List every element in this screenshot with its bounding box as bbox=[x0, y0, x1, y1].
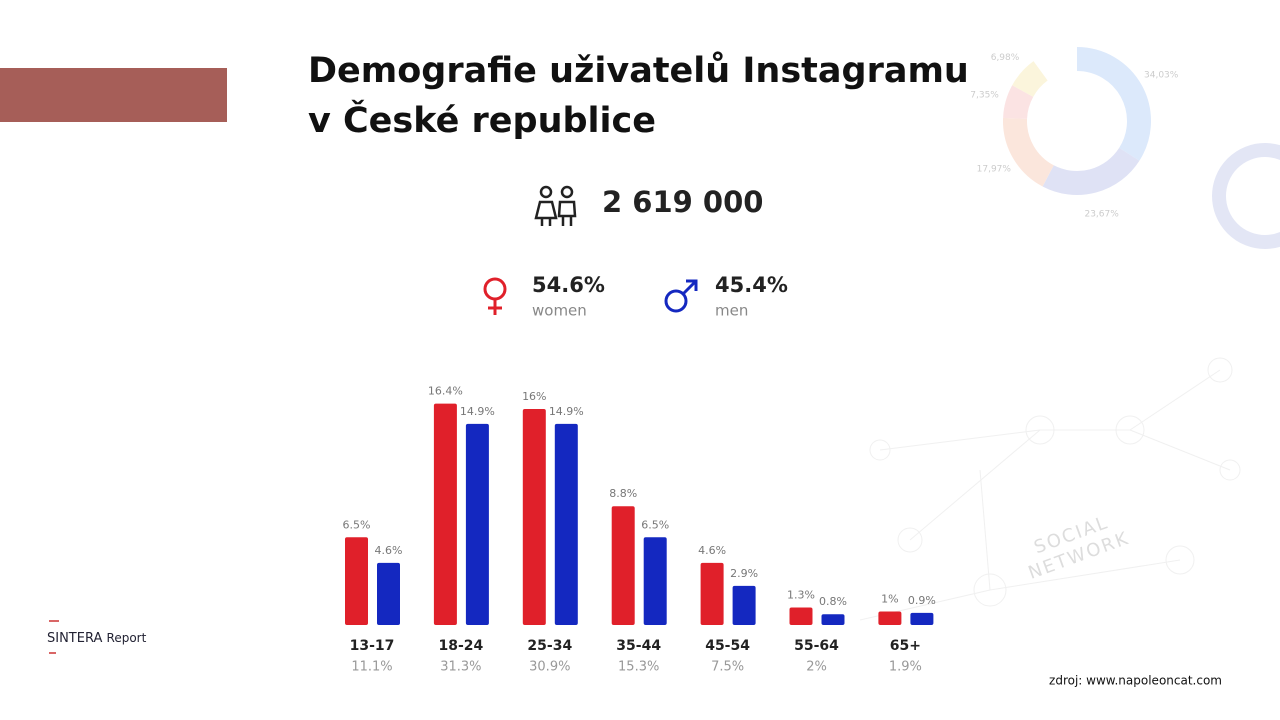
bar-value-label: 0.8% bbox=[819, 595, 847, 608]
bar bbox=[377, 562, 400, 625]
background-donut-label: 7,35% bbox=[970, 91, 999, 101]
bar bbox=[345, 537, 368, 625]
background-donut-slice bbox=[1076, 47, 1151, 161]
brand-suffix: Report bbox=[107, 631, 147, 645]
category-label: 65+ bbox=[890, 638, 921, 654]
bar-value-label: 1% bbox=[881, 593, 898, 606]
men-share: 45.4% bbox=[715, 273, 788, 297]
brand: SINTERA Report bbox=[47, 631, 147, 646]
category-share: 11.1% bbox=[351, 660, 392, 675]
bar-value-label: 6.5% bbox=[343, 518, 371, 531]
category-label: 35-44 bbox=[616, 638, 661, 654]
background-donut-label: 34,03% bbox=[1144, 70, 1179, 80]
accent-bar bbox=[0, 68, 227, 122]
bar bbox=[465, 423, 489, 625]
brand-name: SINTERA bbox=[47, 631, 102, 646]
bar bbox=[433, 403, 457, 625]
background-donut-slice bbox=[1003, 85, 1034, 120]
male-icon bbox=[664, 279, 698, 313]
bar bbox=[789, 607, 813, 625]
category-share: 31.3% bbox=[440, 660, 481, 675]
title-line: Demografie uživatelů Instagramu bbox=[308, 50, 969, 91]
background-donut-slice bbox=[1042, 147, 1140, 195]
category-share: 2% bbox=[806, 660, 827, 675]
category-label: 13-17 bbox=[350, 638, 395, 654]
category-label: 18-24 bbox=[439, 638, 484, 654]
bar bbox=[700, 562, 724, 625]
bar bbox=[554, 423, 578, 625]
bar-value-label: 1.3% bbox=[787, 588, 815, 601]
category-label: 45-54 bbox=[705, 638, 750, 654]
bar-value-label: 14.9% bbox=[549, 405, 584, 418]
background-donut-slice bbox=[1003, 117, 1055, 187]
category-label: 55-64 bbox=[794, 638, 839, 654]
background-donut-label: 17,97% bbox=[977, 164, 1012, 174]
bar bbox=[732, 585, 756, 625]
bar-value-label: 4.6% bbox=[375, 544, 403, 557]
female-icon bbox=[483, 277, 507, 315]
bar-value-label: 6.5% bbox=[641, 518, 669, 531]
category-share: 1.9% bbox=[889, 660, 922, 675]
bar-value-label: 0.9% bbox=[908, 594, 936, 607]
title-line: v České republice bbox=[308, 99, 656, 141]
men-label: men bbox=[715, 302, 748, 320]
total-users: 2 619 000 bbox=[602, 185, 763, 219]
category-share: 30.9% bbox=[529, 660, 570, 675]
bar-value-label: 16.4% bbox=[428, 385, 463, 398]
bar bbox=[821, 614, 845, 625]
background-network bbox=[859, 357, 1241, 621]
bar-value-label: 8.8% bbox=[609, 487, 637, 500]
background-donut-label: 23,67% bbox=[1084, 209, 1119, 219]
background-donut-label: 6,98% bbox=[991, 53, 1020, 63]
category-label: 25-34 bbox=[527, 638, 572, 654]
bar-value-label: 14.9% bbox=[460, 405, 495, 418]
bar-value-label: 4.6% bbox=[698, 544, 726, 557]
background-ring bbox=[1212, 143, 1280, 249]
women-label: women bbox=[532, 302, 587, 320]
category-share: 7.5% bbox=[711, 660, 744, 675]
bar bbox=[643, 537, 667, 625]
bar bbox=[522, 409, 546, 625]
bar-value-label: 16% bbox=[522, 390, 546, 403]
bar bbox=[878, 611, 902, 625]
bar bbox=[611, 506, 635, 625]
source: zdroj: www.napoleoncat.com bbox=[1049, 674, 1222, 688]
bar bbox=[910, 612, 934, 625]
category-share: 15.3% bbox=[618, 660, 659, 675]
bar-value-label: 2.9% bbox=[730, 567, 758, 580]
women-share: 54.6% bbox=[532, 273, 605, 297]
people-icon bbox=[534, 185, 577, 226]
background-donut-slice bbox=[1012, 61, 1049, 98]
